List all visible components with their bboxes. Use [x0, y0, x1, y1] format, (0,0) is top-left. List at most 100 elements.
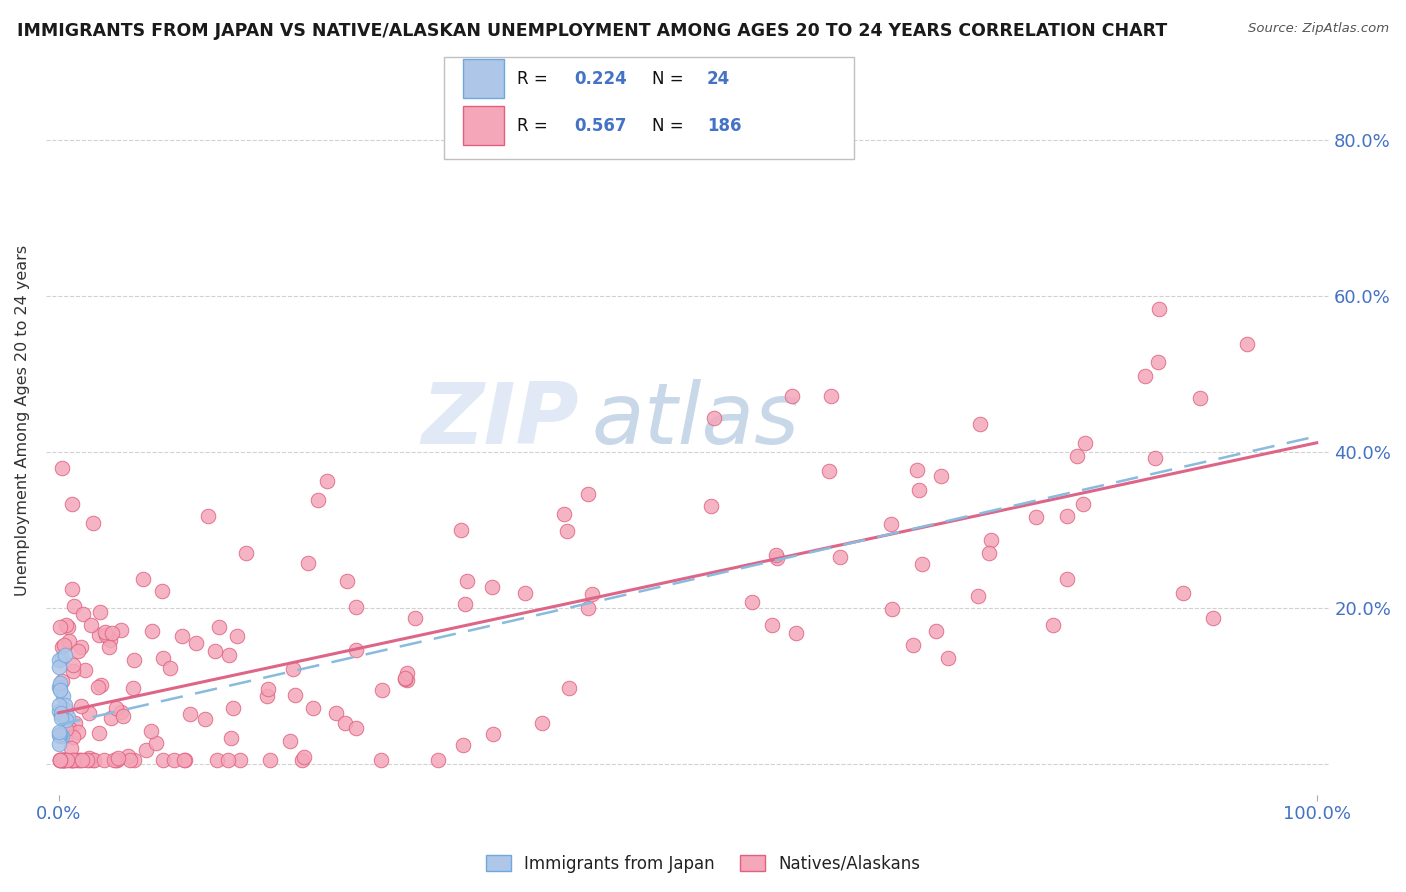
Point: [219, 731, 242, 745]
Point: [741, 595, 763, 609]
Point: [51, 753, 73, 767]
Point: [235, 546, 257, 560]
Point: [152, 753, 174, 767]
Point: [48, 698, 70, 712]
Point: [51, 730, 73, 744]
Point: [555, 524, 578, 538]
FancyBboxPatch shape: [444, 57, 855, 159]
Point: [780, 389, 803, 403]
Point: [1144, 451, 1167, 466]
Point: [62, 664, 84, 678]
Text: 186: 186: [707, 117, 741, 135]
Point: [117, 749, 139, 764]
Point: [59, 753, 82, 767]
Point: [58, 634, 80, 648]
Point: [62, 731, 84, 745]
Point: [204, 643, 226, 657]
Point: [87, 628, 110, 642]
Point: [297, 556, 319, 570]
Point: [454, 598, 477, 612]
Point: [370, 753, 392, 767]
Text: 0.224: 0.224: [575, 70, 627, 87]
Point: [63, 715, 86, 730]
Point: [936, 651, 959, 665]
Point: [60, 497, 83, 511]
Point: [703, 410, 725, 425]
Text: atlas: atlas: [592, 379, 800, 462]
Point: [72, 607, 94, 621]
Point: [52, 753, 75, 767]
Text: N =: N =: [652, 70, 689, 87]
Point: [49, 706, 72, 721]
Point: [120, 753, 142, 767]
Point: [426, 753, 449, 767]
Point: [73, 663, 96, 677]
Point: [56, 753, 79, 767]
Point: [152, 651, 174, 665]
Point: [110, 706, 132, 720]
Point: [259, 753, 281, 767]
Point: [97, 640, 120, 654]
Point: [226, 629, 249, 643]
Point: [557, 681, 579, 695]
Point: [49, 682, 72, 697]
Point: [135, 743, 157, 757]
Point: [101, 626, 124, 640]
Point: [1066, 449, 1088, 463]
Point: [94, 624, 117, 639]
Point: [578, 486, 600, 500]
Point: [291, 753, 314, 767]
Text: R =: R =: [517, 70, 553, 87]
Point: [880, 517, 903, 532]
Point: [49, 620, 72, 634]
Point: [122, 653, 145, 667]
Point: [197, 508, 219, 523]
Point: [163, 753, 186, 767]
Point: [60, 741, 83, 756]
Point: [765, 548, 787, 562]
Point: [56, 710, 79, 724]
Point: [53, 753, 76, 767]
Point: [302, 701, 325, 715]
Point: [186, 635, 208, 649]
Point: [62, 753, 84, 767]
Point: [344, 721, 367, 735]
Point: [53, 753, 76, 767]
Point: [59, 753, 82, 767]
Point: [346, 643, 368, 657]
Text: 0.567: 0.567: [575, 117, 627, 135]
Point: [58, 722, 80, 736]
Point: [65, 753, 87, 767]
Point: [205, 753, 228, 767]
Point: [52, 638, 75, 652]
Point: [139, 724, 162, 739]
Point: [55, 753, 77, 767]
Point: [104, 753, 127, 767]
Point: [55, 729, 77, 743]
Point: [83, 753, 105, 767]
Point: [451, 738, 474, 752]
Point: [967, 589, 990, 603]
Point: [333, 716, 356, 731]
Point: [77, 706, 100, 720]
Point: [307, 493, 329, 508]
Point: [48, 724, 70, 739]
Point: [63, 599, 86, 613]
Text: ZIP: ZIP: [420, 379, 578, 462]
Point: [122, 753, 145, 767]
Point: [49, 727, 72, 741]
Point: [880, 602, 903, 616]
Point: [1073, 497, 1095, 511]
Point: [53, 698, 76, 713]
Point: [87, 680, 110, 694]
Point: [969, 417, 991, 431]
Point: [110, 624, 132, 638]
Point: [90, 678, 112, 692]
Point: [49, 681, 72, 696]
Point: [1173, 586, 1195, 600]
Point: [394, 672, 416, 686]
Point: [325, 706, 347, 720]
Point: [48, 737, 70, 751]
Point: [53, 648, 76, 662]
Legend: Immigrants from Japan, Natives/Alaskans: Immigrants from Japan, Natives/Alaskans: [479, 848, 927, 880]
